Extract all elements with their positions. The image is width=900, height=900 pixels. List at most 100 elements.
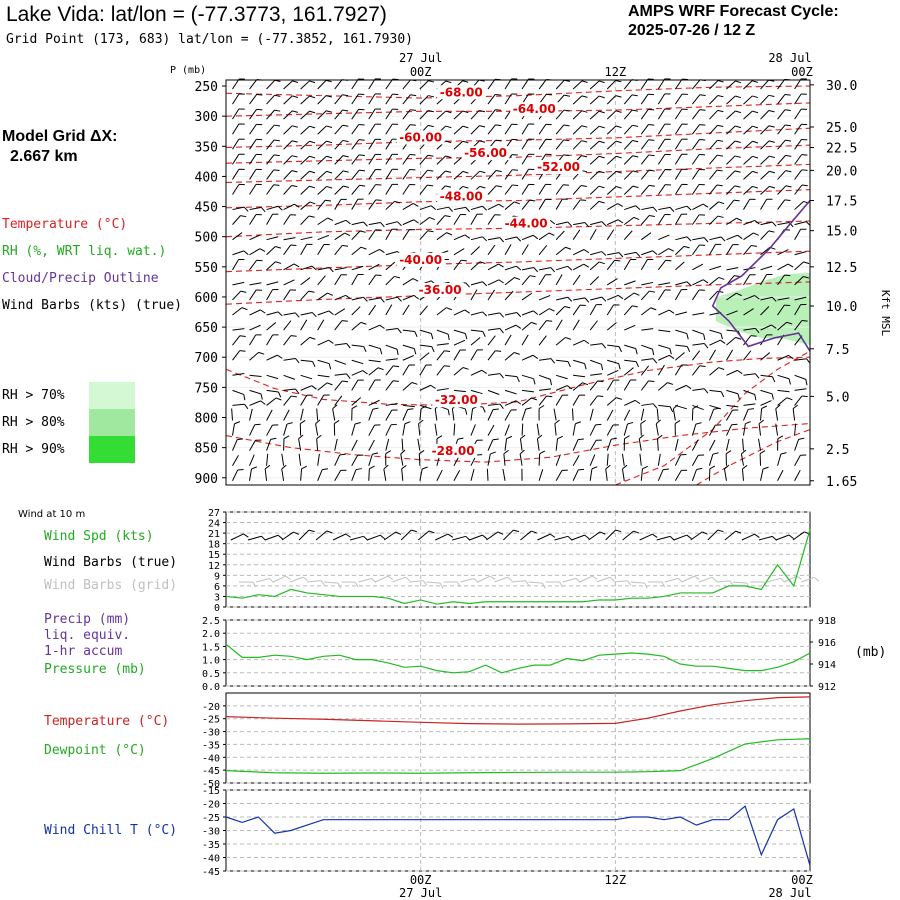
wind-barb <box>521 244 529 256</box>
barb-staff <box>794 139 802 150</box>
barb-staff <box>572 274 581 286</box>
barb-staff <box>555 124 565 135</box>
wind-barb <box>521 153 535 165</box>
barb-flag <box>306 394 313 396</box>
barb-staff <box>334 109 343 120</box>
barb-flag <box>359 230 366 233</box>
barb-staff <box>538 274 546 286</box>
barb-staff <box>281 468 285 481</box>
wind-barb <box>272 575 291 583</box>
barb-flag <box>418 419 424 425</box>
barb-staff <box>487 124 496 135</box>
barb-staff <box>504 374 518 378</box>
wind-barb <box>760 246 776 256</box>
barb-flag <box>372 452 379 455</box>
barb-staff <box>232 206 245 211</box>
barb-flag <box>430 333 434 340</box>
barb-flag <box>377 367 384 371</box>
barb-staff <box>555 79 565 90</box>
wind-barb <box>572 95 588 105</box>
barb-staff <box>283 388 296 391</box>
wind-barb <box>743 335 757 346</box>
wind-barb <box>726 369 743 376</box>
barb-staff <box>675 311 688 316</box>
wind-barb <box>487 312 505 318</box>
barb-staff <box>760 140 770 150</box>
main-frame <box>225 79 811 486</box>
barb-flag <box>447 533 454 538</box>
barb-staff <box>675 261 685 271</box>
barb-flag <box>718 201 725 205</box>
wind-barb <box>657 382 674 391</box>
barb-flag <box>525 407 532 410</box>
barb-staff <box>419 329 432 334</box>
wind-barb <box>708 243 722 256</box>
wind-barb <box>783 575 802 583</box>
barb-staff <box>606 409 614 421</box>
barb-flag <box>754 328 760 334</box>
wind-barb <box>794 454 807 466</box>
barb-flag <box>720 333 723 340</box>
barb-staff <box>232 259 240 271</box>
precip-tick-label: 2.5 <box>202 616 220 627</box>
barb-staff <box>658 206 671 211</box>
wind-barb <box>606 322 617 331</box>
barb-flag <box>596 304 603 306</box>
barb-flag <box>601 296 607 302</box>
barb-flag <box>753 232 759 236</box>
barb-flag <box>495 124 502 127</box>
barb-staff <box>453 309 466 316</box>
wind-barb <box>504 435 513 451</box>
barb-staff <box>681 575 695 583</box>
wind-barb <box>777 469 784 481</box>
wind-barb <box>334 342 351 349</box>
wind-barb <box>300 201 316 210</box>
wind-barb <box>487 373 504 379</box>
barb-flag <box>445 80 452 84</box>
wind-barb <box>692 342 709 349</box>
wind-barb <box>307 580 325 586</box>
barb-staff <box>692 79 701 90</box>
wind-barb <box>469 534 488 541</box>
barb-flag <box>494 214 501 216</box>
isotherm-label: -56.00 <box>464 146 507 160</box>
barb-flag <box>445 155 452 158</box>
wind-barb <box>538 320 553 331</box>
barb-staff <box>470 311 483 316</box>
wind-barb <box>249 79 263 90</box>
barb-flag <box>771 296 777 302</box>
barb-staff <box>555 454 561 466</box>
barb-flag <box>506 435 513 440</box>
barb-staff <box>607 294 619 301</box>
barb-staff <box>691 109 701 120</box>
barb-staff <box>709 125 718 135</box>
barb-staff <box>777 389 790 393</box>
barb-staff <box>675 281 688 286</box>
wind-barb <box>658 309 675 316</box>
height-tick-label: 22.5 <box>826 142 857 157</box>
barb-staff <box>589 185 600 195</box>
barb-staff <box>709 329 722 334</box>
barb-staff <box>281 453 285 466</box>
barb-staff <box>794 304 802 316</box>
wind-barb <box>385 296 402 302</box>
barb-staff <box>521 310 534 316</box>
barb-flag <box>579 304 586 307</box>
barb-flag <box>598 140 605 144</box>
barb-staff <box>266 154 275 165</box>
wind-barb <box>249 138 263 150</box>
wind-barb <box>266 288 279 301</box>
barb-flag <box>583 249 590 254</box>
wind-barb <box>453 170 469 180</box>
isotherm-label: -60.00 <box>399 130 442 144</box>
barb-flag <box>528 78 535 80</box>
wind-barb <box>674 168 688 180</box>
barb-flag <box>295 358 300 364</box>
wind-barb <box>709 95 724 105</box>
barb-flag <box>699 214 706 216</box>
barb-flag <box>476 454 483 456</box>
barb-flag <box>631 94 638 97</box>
barb-staff <box>623 409 631 421</box>
wind-barb <box>351 321 367 331</box>
wind-barb <box>486 531 504 541</box>
